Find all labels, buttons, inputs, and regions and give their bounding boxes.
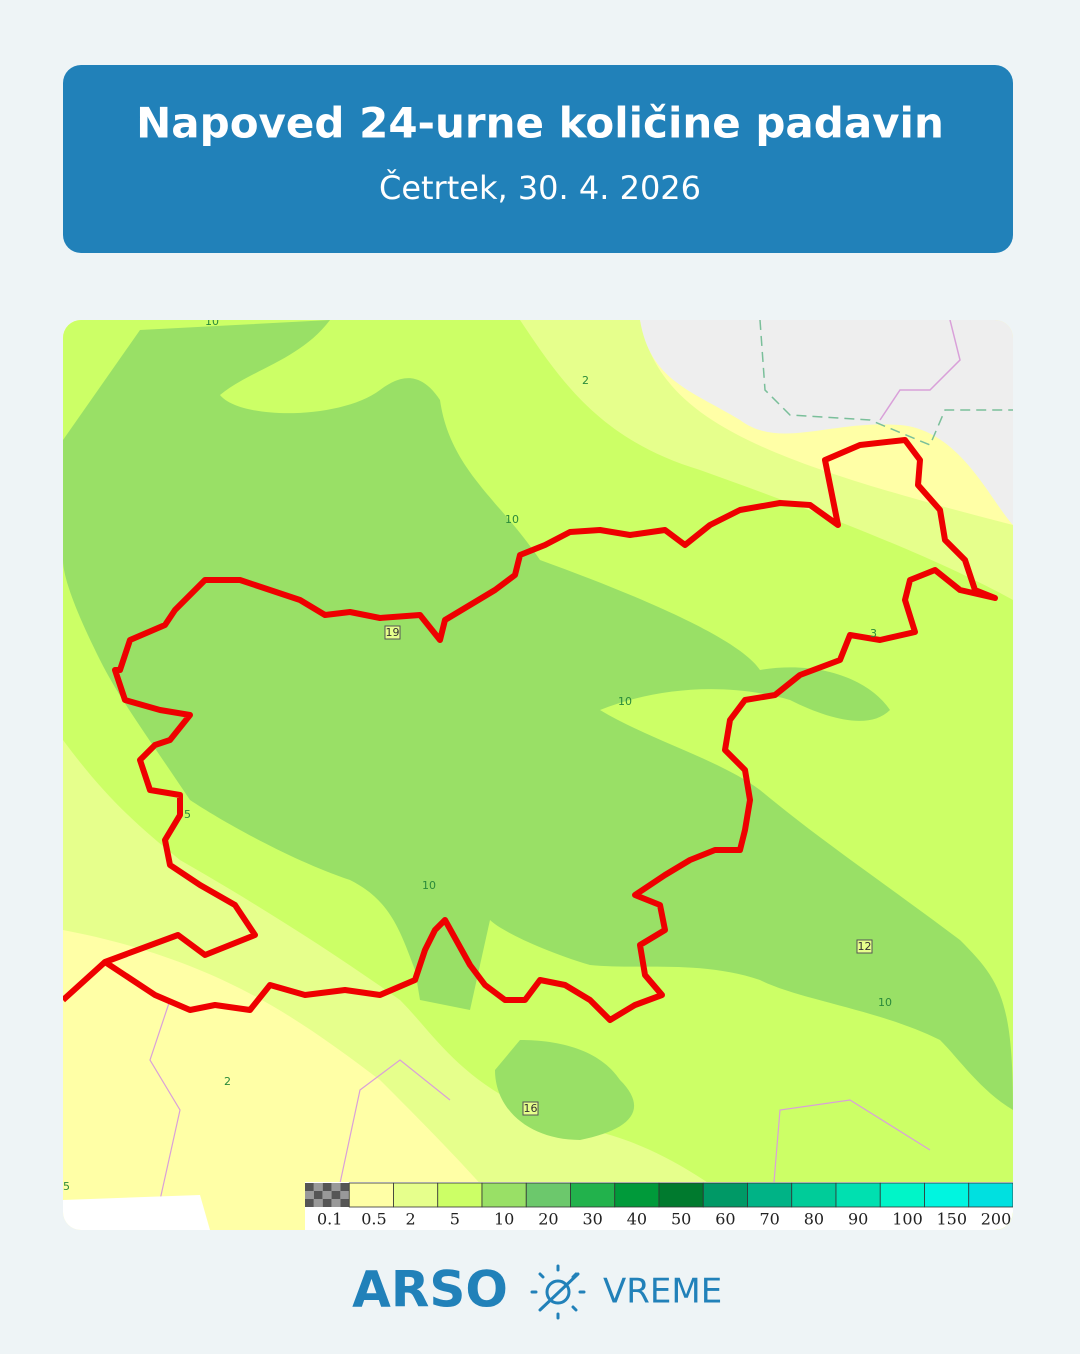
zone-none [640,320,1013,525]
legend-swatch-cell [305,1199,314,1207]
country-border [102,437,998,1023]
legend-swatch-cell [331,1199,341,1207]
legend-swatch [614,1182,660,1208]
legend-label: 100 [892,1210,923,1229]
legend-label: 0.5 [361,1210,386,1229]
legend-swatch [658,1182,704,1208]
legend-swatch-cell [313,1199,323,1207]
contour-label: 10 [618,695,632,708]
legend-label: 200 [981,1210,1012,1229]
legend-label: 10 [494,1210,514,1229]
contour-label: 10 [205,315,219,328]
legend-swatch-cell [305,1183,314,1191]
contour-label: 10 [422,879,436,892]
point-box [856,939,873,954]
legend-swatch-cell [331,1183,341,1191]
legend-label: 90 [848,1210,868,1229]
map: 10 2 10 10 10 10 5 2 3 5 19 12 16 0.1 0.5… [63,315,1013,1230]
legend-label: 40 [627,1210,647,1229]
legend-label: 150 [937,1210,968,1229]
contour-label: 3 [870,627,877,640]
legend-swatch [481,1182,527,1208]
legend-swatch-cell [340,1183,350,1191]
legend-swatch [879,1182,925,1208]
legend-label: 60 [715,1210,735,1229]
legend-swatch-cell [322,1191,332,1199]
title: Napoved 24-urne količine padavin [136,99,944,148]
contour-label: 5 [63,1180,70,1193]
legend-swatch-cell [322,1183,332,1191]
sea [63,1195,210,1230]
legend-swatch-cell [313,1183,323,1191]
legend-swatch [747,1182,793,1208]
contour-label: 10 [505,513,519,526]
legend-swatch [525,1182,571,1208]
legend-swatch [570,1182,616,1208]
point-box [522,1101,539,1116]
header-box [63,65,1013,253]
legend-label: 30 [583,1210,603,1229]
point-box [384,625,401,640]
legend-label: 2 [406,1210,416,1229]
legend-label: 5 [450,1210,460,1229]
border-dashed [759,320,1013,446]
legend: 0.1 0.5 2 5 10 20 30 40 50 60 70 80 90 100 150 200 [305,1182,1013,1229]
legend-swatch-cell [305,1191,314,1199]
legend-swatch [791,1182,837,1208]
legend-swatch [968,1182,1013,1208]
country-border [63,959,108,1003]
legend-swatch [348,1182,394,1208]
section: VREME [603,1272,722,1312]
zone-10 [63,320,1013,1110]
contour-label: 2 [582,374,589,387]
weather-icon [530,1264,586,1320]
legend-label: 50 [671,1210,691,1229]
legend-swatch-cell [340,1199,350,1207]
contour-label: 5 [184,808,191,821]
point-label: 19 [386,626,400,639]
legend-swatch-cell [340,1191,350,1199]
legend-swatch [924,1182,970,1208]
contour-label: 2 [224,1075,231,1088]
legend-swatch-cell [313,1191,323,1199]
contour-label: 10 [878,996,892,1009]
legend-label: 20 [538,1210,558,1229]
legend-label: 70 [760,1210,780,1229]
brand: ARSO [352,1261,508,1319]
point-label: 16 [524,1102,538,1115]
legend-label: 80 [804,1210,824,1229]
legend-swatch [835,1182,881,1208]
legend-swatch [437,1182,483,1208]
point-label: 12 [858,940,872,953]
legend-label: 0.1 [317,1210,342,1229]
river [879,320,961,421]
legend-swatch-cell [331,1191,341,1199]
river [149,999,931,1230]
legend-swatch [393,1182,439,1208]
legend-swatch [702,1182,748,1208]
legend-swatch-cell [322,1199,332,1207]
subtitle: Četrtek, 30. 4. 2026 [379,168,701,207]
